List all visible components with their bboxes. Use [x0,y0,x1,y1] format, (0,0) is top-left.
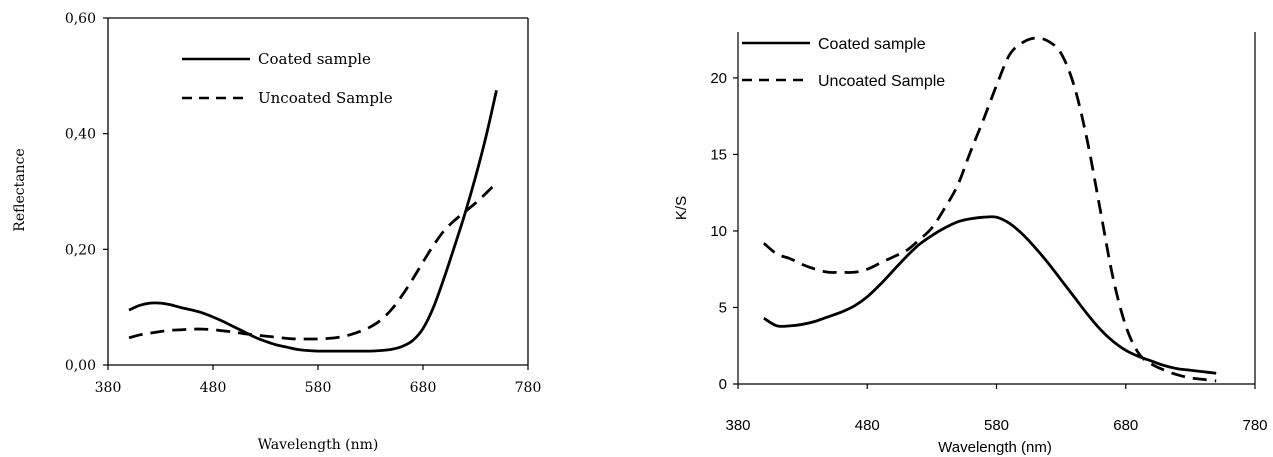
chart1-legend-label-coated: Coated sample [258,50,371,68]
chart1-x-tick-label: 380 [95,380,122,396]
chart1-x-ticks: 380 480 580 680 780 [95,365,542,396]
chart1-y-axis-label: Reflectance [12,148,28,231]
chart2-y-tick-label: 15 [710,146,727,163]
chart1-legend-label-uncoated: Uncoated Sample [258,89,393,107]
chart2-y-tick-label: 20 [710,70,727,87]
chart1-series-coated-line [128,89,498,353]
chart1-x-tick-label: 680 [410,380,437,396]
chart2-y-tick-label: 10 [710,223,727,240]
chart1-y-tick-label: 0,60 [65,11,96,27]
reflectance-chart: 380 480 580 680 780 0,00 0,20 0,40 0,60 Wavelen… [12,11,542,453]
chart2-x-tick-label: 580 [984,417,1009,434]
chart2-legend: Coated sample Uncoated Sample [742,36,945,90]
chart1-x-tick-label: 780 [515,380,542,396]
chart1-y-tick-label: 0,20 [65,242,96,258]
chart2-y-tick-label: 5 [719,299,727,316]
chart1-y-tick-label: 0,00 [65,358,96,374]
chart1-series [128,89,498,353]
chart1-plot-frame [107,17,529,366]
chart1-series-uncoated-line [128,181,498,341]
chart1-x-tick-label: 480 [200,380,227,396]
chart2-legend-label-uncoated: Uncoated Sample [818,73,945,90]
chart2-series-uncoated-line [762,36,1217,383]
chart2-series-coated-line [763,215,1217,375]
chart1-y-ticks: 0,00 0,20 0,40 0,60 [65,11,108,374]
chart2-y-ticks: 0 5 10 15 20 [710,70,738,393]
chart1-x-tick-label: 580 [305,380,332,396]
chart2-plot-frame [737,32,1256,385]
chart2-x-tick-label: 680 [1113,417,1138,434]
chart2-x-ticks: 380 480 580 680 780 [725,384,1268,434]
chart1-legend: Coated sample Uncoated Sample [182,50,393,107]
chart2-legend-label-coated: Coated sample [818,36,926,53]
chart2-x-tick-label: 780 [1242,417,1267,434]
chart2-y-axis-label: K/S [673,196,690,220]
chart2-y-tick-label: 0 [719,376,727,393]
chart2-x-axis-label: Wavelength (nm) [938,439,1052,456]
chart1-x-axis-label: Wavelength (nm) [258,437,379,453]
chart2-x-tick-label: 380 [725,417,750,434]
chart1-y-tick-label: 0,40 [65,127,96,143]
chart2-x-tick-label: 480 [855,417,880,434]
chart2-series [762,36,1217,383]
